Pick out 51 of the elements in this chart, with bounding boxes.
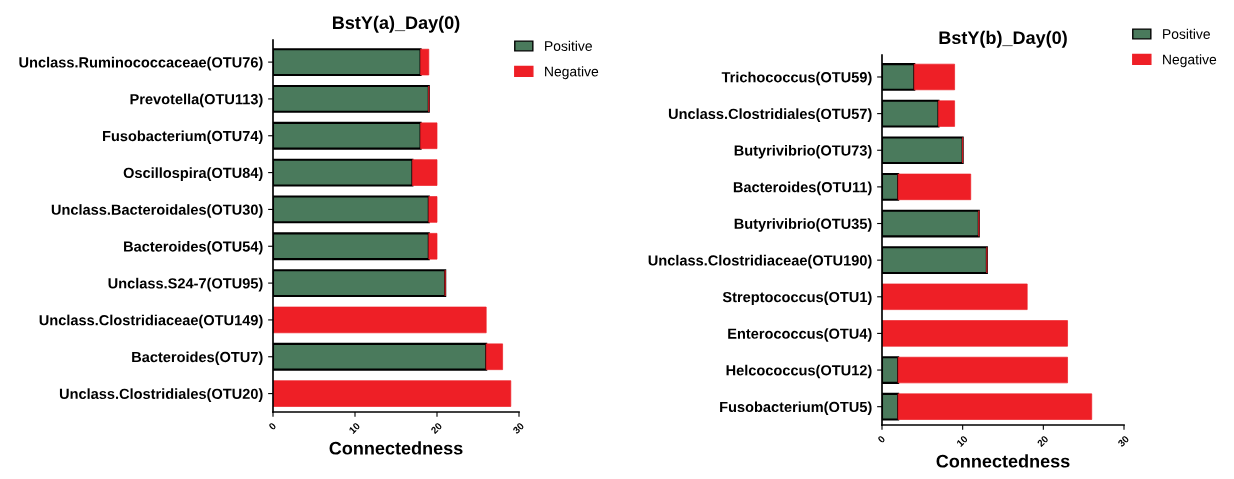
chart-title: BstY(b)_Day(0) — [939, 30, 1067, 48]
bar — [273, 306, 487, 334]
legend-label: Negative — [1163, 54, 1217, 68]
bar — [913, 63, 955, 91]
legend-label: Positive — [1163, 28, 1210, 39]
x-tick-label: 0 — [268, 422, 277, 431]
bar — [882, 320, 1068, 347]
x-axis-title: Connectedness — [936, 454, 1070, 468]
x-tick-label: 10 — [956, 435, 969, 447]
y-tick-label: Prevotella(OTU113) — [130, 93, 263, 108]
y-tick-label: Butyrivibrio(OTU35) — [734, 218, 872, 232]
bar — [428, 196, 438, 223]
bar — [412, 159, 438, 186]
bar — [485, 343, 503, 370]
y-tick-label: Unclass.Clostridiaceae(OTU149) — [39, 314, 263, 329]
bar — [897, 356, 1068, 384]
x-tick-label: 20 — [430, 422, 443, 435]
y-tick-label: Unclass.Clostridiaceae(OTU190) — [648, 254, 872, 269]
y-tick-label: Trichococcus(OTU59) — [721, 71, 872, 86]
x-axis-title: Connectedness — [329, 441, 463, 455]
y-tick-label: Fusobacterium(OTU74) — [103, 130, 263, 145]
y-tick-label: Helcococcus(OTU12) — [726, 364, 872, 379]
x-tick-label: 20 — [1036, 435, 1049, 448]
chart-title: BstY(a)_Day(0) — [332, 15, 460, 33]
y-tick-label: Unclass.Bacteroidales(OTU30) — [51, 204, 263, 218]
y-tick-label: Bacteroides(OTU54) — [124, 240, 263, 255]
bar — [897, 173, 972, 201]
y-tick-label: Butyrivibrio(OTU73) — [734, 144, 872, 159]
legend-label: Negative — [545, 66, 599, 80]
x-tick-label: 0 — [877, 435, 886, 444]
bar — [420, 48, 430, 76]
x-tick-label: 10 — [348, 422, 361, 434]
bar — [428, 233, 438, 260]
y-tick-label: Unclass.Ruminococcaceae(OTU76) — [19, 56, 263, 71]
bar — [938, 100, 955, 127]
y-tick-label: Unclass.Clostridiales(OTU57) — [668, 108, 872, 122]
y-tick-label: Bacteroides(OTU11) — [733, 181, 872, 196]
bar — [420, 122, 438, 149]
y-tick-label: Streptococcus(OTU1) — [722, 291, 872, 306]
y-tick-label: Bacteroides(OTU7) — [132, 351, 263, 366]
y-tick-label: Oscillospira(OTU84) — [123, 167, 263, 181]
bar — [273, 380, 512, 407]
y-tick-label: Unclass.Clostridiales(OTU20) — [59, 388, 263, 402]
y-tick-label: Enterococcus(OTU4) — [728, 328, 872, 342]
legend-label: Positive — [545, 40, 592, 51]
bar — [897, 393, 1093, 420]
y-tick-label: Unclass.S24-7(OTU95) — [108, 277, 263, 292]
x-tick-label: 30 — [1117, 435, 1130, 448]
x-tick-label: 30 — [512, 422, 525, 435]
bar — [882, 283, 1028, 310]
y-tick-label: Fusobacterium(OTU5) — [720, 401, 872, 415]
